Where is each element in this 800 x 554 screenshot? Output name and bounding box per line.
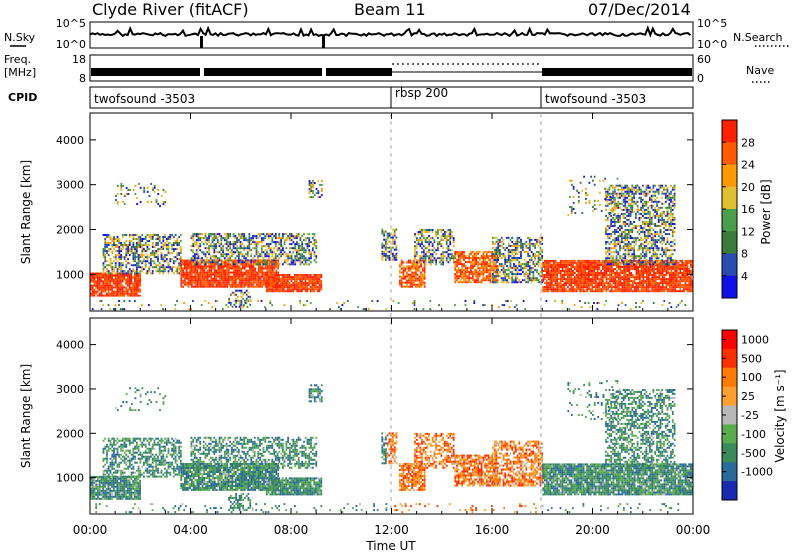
nsky-strip: 10^5 10^0 10^5 10^0 N.Sky N.Search	[4, 17, 790, 51]
freq-band	[542, 68, 692, 76]
cpid-segment: twofsound -3503	[94, 92, 195, 106]
nsky-dropout	[200, 36, 203, 48]
y-tick-label: 3000	[56, 179, 84, 192]
nsky-label: N.Sky	[4, 31, 36, 44]
station-title: Clyde River (fitACF)	[92, 0, 249, 19]
colorbar-tick: 25	[741, 390, 755, 403]
x-axis-label: Time UT	[365, 539, 416, 553]
beam-title: Beam 11	[354, 0, 426, 19]
y-tick-label: 2000	[56, 223, 84, 236]
freq-band	[91, 68, 392, 76]
y-tick-label: 4000	[56, 134, 84, 147]
x-tick-label: 12:00	[374, 523, 409, 537]
cpid-segment: twofsound -3503	[545, 92, 646, 106]
cpid-segment: rbsp 200	[395, 86, 448, 100]
velocity-colorbar-label: Velocity [m s⁻¹]	[773, 369, 787, 462]
mode-change-markers	[390, 113, 542, 514]
nsky-trace	[89, 25, 692, 38]
freq-tick-top: 18	[72, 53, 86, 66]
velocity-cells	[90, 380, 694, 514]
nsearch-label: N.Search	[733, 31, 783, 44]
power-panel: 1000 2000 3000 4000 Slant Range [km] 28 24 20…	[19, 112, 773, 312]
colorbar-tick: 500	[741, 352, 762, 365]
colorbar-tick: -500	[741, 447, 766, 460]
velocity-colorbar: 1000 500 100 25 -25 -100 -500 -1000	[721, 329, 773, 501]
y-tick-label: 1000	[56, 472, 84, 485]
colorbar-tick: 8	[741, 248, 748, 261]
y-tick-label: 4000	[56, 339, 84, 352]
colorbar-tick: 4	[741, 270, 748, 283]
y-tick-label: 1000	[56, 268, 84, 281]
velocity-panel: 1000 2000 3000 4000 Slant Range [km] 1000 50…	[19, 317, 787, 515]
power-colorbar-label: Power [dB]	[759, 179, 773, 244]
power-colorbar: 28 24 20 16 12 8 4	[721, 119, 755, 299]
colorbar-tick: -25	[741, 409, 759, 422]
colorbar-tick: 100	[741, 371, 762, 384]
nsearch-tick-bottom: 10^0	[697, 38, 727, 51]
x-tick-label: 00:00	[676, 523, 711, 537]
velocity-ylabel: Slant Range [km]	[19, 364, 33, 468]
nsearch-tick-top: 10^5	[697, 17, 727, 30]
freq-label-bottom: [MHz]	[4, 66, 36, 79]
x-tick-label: 20:00	[575, 523, 610, 537]
colorbar-tick: 12	[741, 225, 755, 238]
x-tick-label: 04:00	[173, 523, 208, 537]
colorbar-tick: 16	[741, 203, 755, 216]
x-tick-label: 00:00	[73, 523, 108, 537]
nave-label: Nave	[746, 64, 774, 77]
colorbar-tick: -100	[741, 428, 766, 441]
freq-tick-bottom: 8	[79, 72, 86, 85]
nsky-dropout	[322, 36, 325, 48]
colorbar-tick: 24	[741, 159, 755, 172]
colorbar-tick: 20	[741, 181, 755, 194]
y-tick-label: 2000	[56, 427, 84, 440]
x-tick-label: 16:00	[475, 523, 510, 537]
cpid-label: CPID	[8, 91, 37, 104]
date-title: 07/Dec/2014	[588, 0, 691, 19]
power-ylabel: Slant Range [km]	[19, 160, 33, 264]
velocity-y-axis: 1000 2000 3000 4000	[56, 339, 693, 485]
freq-label-top: Freq.	[4, 53, 31, 66]
nsky-tick-top: 10^5	[56, 17, 86, 30]
freq-strip: Freq. [MHz] 18 8 60 0 Nave	[4, 53, 774, 85]
nsky-tick-bottom: 10^0	[56, 38, 86, 51]
y-tick-label: 3000	[56, 383, 84, 396]
cpid-strip: CPID twofsound -3503 rbsp 200 twofsound …	[8, 86, 694, 109]
power-y-axis: 1000 2000 3000 4000	[56, 134, 693, 281]
x-tick-label: 08:00	[274, 523, 309, 537]
colorbar-tick: 1000	[741, 333, 769, 346]
power-cells	[90, 175, 694, 311]
colorbar-tick: 28	[741, 136, 755, 149]
nave-tick-top: 60	[697, 53, 711, 66]
colorbar-tick: -1000	[741, 466, 773, 479]
nave-tick-bottom: 0	[697, 72, 704, 85]
time-axis: 00:00 04:00 08:00 12:00 16:00 20:00 00:00	[73, 113, 711, 537]
